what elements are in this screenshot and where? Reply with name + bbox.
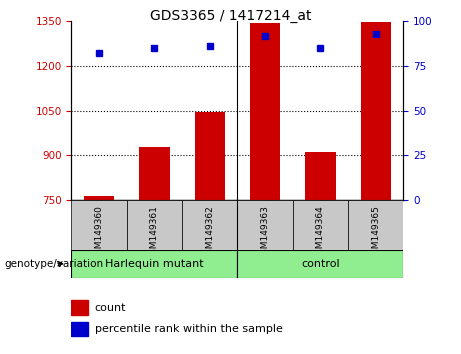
Bar	[348, 200, 403, 250]
Bar	[71, 200, 127, 250]
Bar	[139, 147, 170, 200]
Bar	[84, 196, 114, 200]
Text: GSM149363: GSM149363	[260, 205, 270, 260]
Text: genotype/variation: genotype/variation	[5, 259, 104, 269]
Bar	[71, 250, 237, 278]
Text: GSM149365: GSM149365	[371, 205, 380, 260]
Bar	[182, 200, 237, 250]
Text: GDS3365 / 1417214_at: GDS3365 / 1417214_at	[150, 9, 311, 23]
Bar	[293, 200, 348, 250]
Text: GSM149364: GSM149364	[316, 205, 325, 260]
Text: GSM149360: GSM149360	[95, 205, 104, 260]
Text: control: control	[301, 259, 340, 269]
Bar	[71, 321, 88, 336]
Text: GSM149362: GSM149362	[205, 205, 214, 260]
Text: GSM149361: GSM149361	[150, 205, 159, 260]
Bar	[237, 200, 293, 250]
Bar	[237, 250, 403, 278]
Bar	[305, 152, 336, 200]
Bar	[250, 23, 280, 200]
Bar	[127, 200, 182, 250]
Text: Harlequin mutant: Harlequin mutant	[105, 259, 204, 269]
Bar	[361, 22, 391, 200]
Text: percentile rank within the sample: percentile rank within the sample	[95, 324, 283, 334]
Bar	[195, 112, 225, 200]
Text: count: count	[95, 303, 126, 313]
Bar	[71, 300, 88, 315]
